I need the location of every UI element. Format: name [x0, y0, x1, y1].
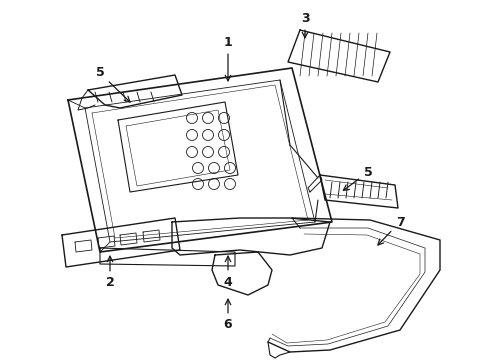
Text: 5: 5 [96, 67, 130, 102]
Text: 7: 7 [378, 216, 404, 245]
Text: 1: 1 [223, 36, 232, 81]
Text: 3: 3 [301, 12, 309, 38]
Text: 2: 2 [106, 256, 114, 289]
Text: 5: 5 [343, 166, 372, 190]
Text: 4: 4 [223, 256, 232, 288]
Text: 6: 6 [224, 299, 232, 332]
